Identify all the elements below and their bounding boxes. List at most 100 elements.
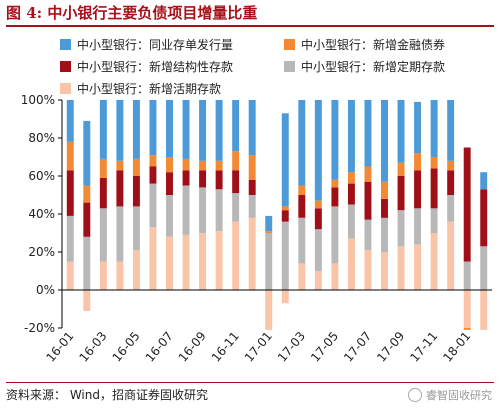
bar-segment — [149, 155, 157, 167]
bar-segment — [314, 100, 322, 201]
stacked-bar-chart: -20%0%20%40%60%80%100%16-01 16-03 16-05 16-… — [21, 93, 492, 365]
legend-item-structured-deposit: 中小型银行：新增结构性存款 — [60, 56, 233, 76]
bar-segment — [182, 170, 190, 186]
bar-segment — [447, 160, 455, 171]
bar-segment — [430, 208, 438, 233]
bar-segment — [281, 210, 289, 222]
watermark: 睿智固收研究 — [408, 385, 492, 405]
bar-segment — [298, 100, 306, 186]
bar-segment — [199, 233, 207, 290]
bar-segment — [215, 170, 223, 190]
bar-segment — [232, 193, 240, 222]
bar-segment — [116, 206, 124, 262]
bar-segment — [414, 153, 422, 171]
bar-segment — [116, 160, 124, 171]
bar-segment — [265, 215, 273, 232]
y-tick-label: 60% — [28, 169, 55, 183]
bar-segment — [66, 261, 74, 290]
bar-segment — [199, 160, 207, 171]
bar-segment — [265, 233, 273, 290]
bar-segment — [83, 202, 91, 237]
legend-swatch — [60, 82, 71, 94]
x-tick-label: 16-07 — [143, 329, 176, 365]
bar-segment — [331, 179, 339, 188]
bar-segment — [347, 204, 355, 239]
bar-segment — [397, 210, 405, 247]
bar-segment — [232, 221, 240, 290]
bar-segment — [447, 221, 455, 290]
x-tick-label: 16-03 — [77, 329, 110, 365]
y-tick-label: 20% — [28, 245, 55, 259]
bar-segment — [132, 158, 140, 176]
bar-segment — [132, 100, 140, 159]
bar-segment — [83, 120, 91, 186]
bar-segment — [447, 100, 455, 161]
bar-segment — [132, 250, 140, 290]
bar-segment — [166, 236, 173, 290]
bar-segment — [480, 189, 488, 247]
bar-segment — [281, 221, 289, 290]
bar-segment — [331, 263, 339, 290]
legend-label: 中小型银行：同业存单发行量 — [77, 37, 234, 52]
bar-segment — [248, 179, 256, 195]
legend-swatch — [284, 38, 295, 50]
legend-label: 中小型银行：新增金融债券 — [301, 37, 446, 52]
y-tick-label: -20% — [24, 321, 55, 335]
bar-segment — [281, 206, 289, 211]
bar-segment — [397, 176, 405, 211]
bar-segment — [430, 168, 438, 209]
bar-segment — [99, 100, 107, 159]
bar-segment — [149, 183, 157, 228]
bar-segment — [99, 158, 107, 178]
bar-segment — [248, 195, 256, 218]
bar-segment — [381, 198, 388, 218]
bar-segment — [381, 181, 388, 199]
bar-segment — [166, 195, 173, 237]
bar-segment — [116, 261, 124, 290]
bar-segment — [66, 170, 74, 216]
bar-segment — [347, 172, 355, 184]
bar-segment — [281, 113, 289, 207]
bar-segment — [364, 250, 372, 290]
bar-segment — [116, 100, 124, 161]
bar-segment — [265, 231, 273, 233]
x-tick-label: 17-11 — [407, 329, 440, 365]
x-tick-label: 18-01 — [440, 329, 473, 365]
bar-segment — [414, 208, 422, 245]
bar-segment — [480, 246, 488, 290]
bar-segment — [364, 166, 372, 182]
bar-segment — [182, 185, 190, 235]
legend-item-demand-deposit: 中小型银行：新增活期存款 — [60, 78, 221, 98]
bar-segment — [364, 219, 372, 251]
bar-segment — [215, 189, 223, 232]
y-tick-label: 0% — [36, 283, 55, 297]
x-tick-label: 17-03 — [275, 329, 308, 365]
x-tick-label: 17-01 — [242, 329, 275, 365]
bar-segment — [430, 157, 438, 169]
bar-segment — [480, 290, 488, 330]
x-tick-label: 16-05 — [110, 329, 143, 365]
bar-segment — [99, 177, 107, 209]
bar-segment — [463, 328, 471, 330]
bar-segment — [83, 185, 91, 203]
x-tick-label: 16-11 — [209, 329, 242, 365]
bar-segment — [166, 100, 173, 157]
bar-segment — [83, 236, 91, 290]
bar-segment — [298, 217, 306, 264]
bar-segment — [132, 176, 140, 207]
source-divider — [6, 382, 494, 383]
wechat-icon — [408, 388, 422, 402]
y-tick-label: 80% — [28, 131, 55, 145]
bar-segment — [298, 185, 306, 195]
bar-segment — [248, 155, 256, 180]
bar-segment — [347, 238, 355, 290]
bar-segment — [397, 100, 405, 163]
bar-segment — [414, 170, 422, 209]
bar-segment — [248, 100, 256, 156]
y-tick-label: 100% — [21, 93, 55, 107]
figure-title: 图 4: 中小银行主要负债项目增量比重 — [6, 4, 258, 22]
y-tick-label: 40% — [28, 207, 55, 221]
bar-segment — [166, 172, 173, 195]
x-tick-label: 17-07 — [341, 329, 374, 365]
bar-segment — [314, 229, 322, 271]
